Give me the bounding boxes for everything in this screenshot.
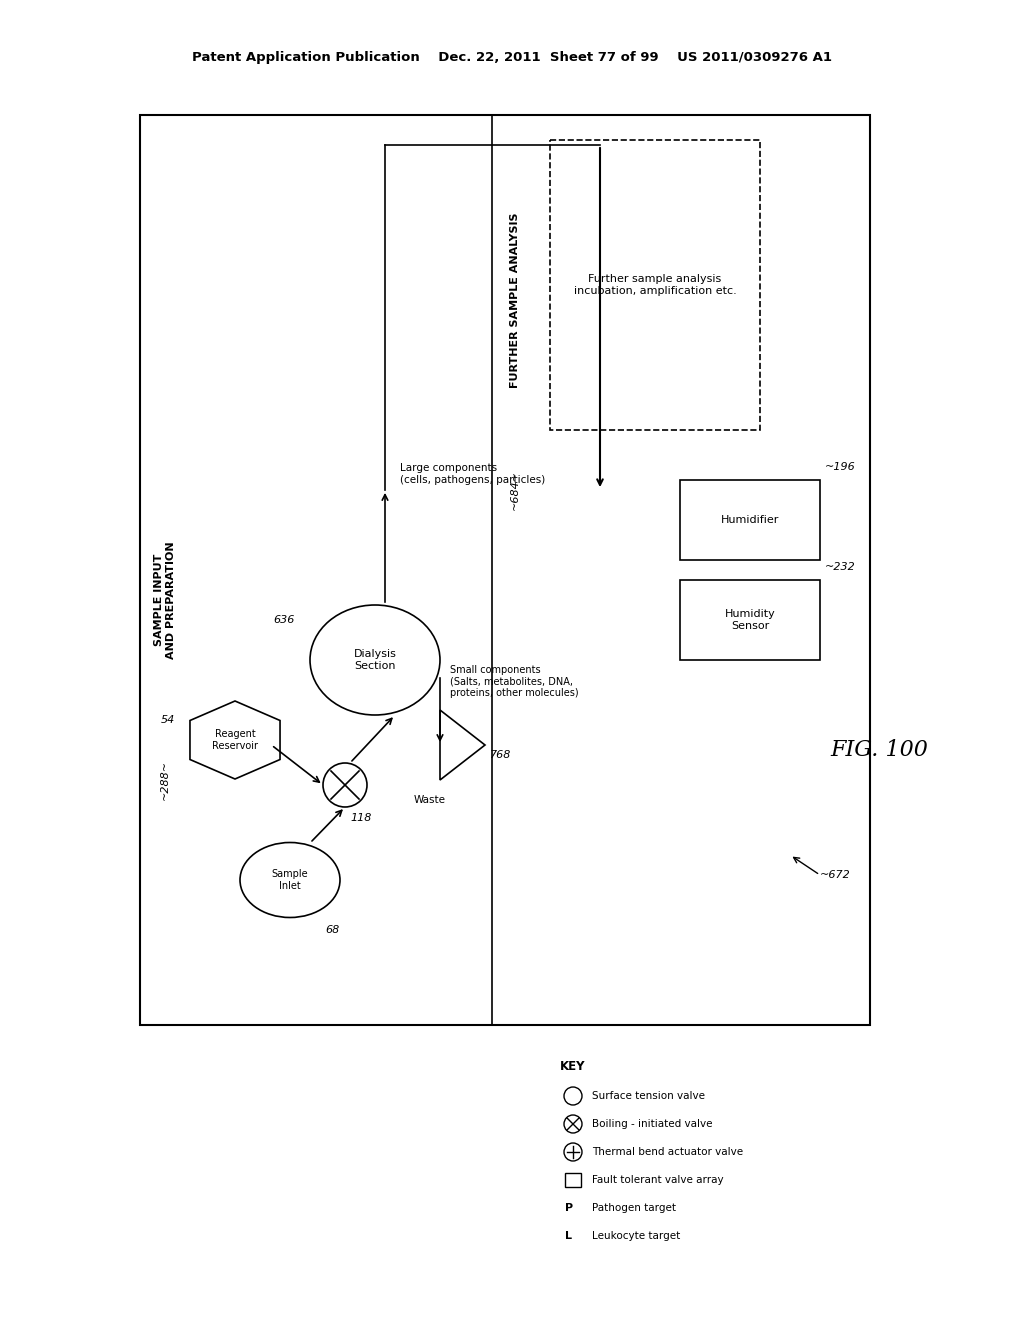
Text: Large components
(cells, pathogens, particles): Large components (cells, pathogens, part…: [400, 463, 545, 484]
Polygon shape: [190, 701, 280, 779]
Text: Patent Application Publication    Dec. 22, 2011  Sheet 77 of 99    US 2011/03092: Patent Application Publication Dec. 22, …: [193, 51, 831, 65]
Text: 68: 68: [325, 925, 339, 935]
Text: Waste: Waste: [414, 795, 446, 805]
Bar: [140, 115, 870, 1026]
Text: Leukocyte target: Leukocyte target: [592, 1232, 680, 1241]
Circle shape: [564, 1143, 582, 1162]
Text: Boiling - initiated valve: Boiling - initiated valve: [592, 1119, 713, 1129]
Text: Sample
Inlet: Sample Inlet: [271, 869, 308, 891]
Text: ~196: ~196: [825, 462, 856, 473]
Text: SAMPLE INPUT
AND PREPARATION: SAMPLE INPUT AND PREPARATION: [155, 541, 176, 659]
Bar: [565, 1173, 581, 1187]
Text: Further sample analysis
incubation, amplification etc.: Further sample analysis incubation, ampl…: [573, 275, 736, 296]
Text: Humidifier: Humidifier: [721, 515, 779, 525]
Text: Fault tolerant valve array: Fault tolerant valve array: [592, 1175, 724, 1185]
Text: L: L: [565, 1232, 572, 1241]
Text: ~232: ~232: [825, 562, 856, 572]
Text: 636: 636: [273, 615, 295, 624]
Text: Pathogen target: Pathogen target: [592, 1203, 676, 1213]
Bar: [680, 579, 820, 660]
Text: ~288~: ~288~: [160, 760, 170, 800]
Circle shape: [564, 1086, 582, 1105]
Text: P: P: [565, 1203, 573, 1213]
Ellipse shape: [240, 842, 340, 917]
Text: Humidity
Sensor: Humidity Sensor: [725, 610, 775, 631]
Text: 54: 54: [161, 715, 175, 725]
Text: FURTHER SAMPLE ANALYSIS: FURTHER SAMPLE ANALYSIS: [510, 213, 520, 388]
Text: KEY: KEY: [560, 1060, 586, 1073]
Text: Surface tension valve: Surface tension valve: [592, 1092, 705, 1101]
Text: Dialysis
Section: Dialysis Section: [353, 649, 396, 671]
Bar: [680, 480, 820, 560]
Text: Thermal bend actuator valve: Thermal bend actuator valve: [592, 1147, 743, 1158]
Text: ~684~: ~684~: [510, 470, 520, 510]
Circle shape: [564, 1115, 582, 1133]
Text: Small components
(Salts, metabolites, DNA,
proteins, other molecules): Small components (Salts, metabolites, DN…: [450, 665, 579, 698]
Text: FIG. 100: FIG. 100: [830, 739, 928, 762]
Text: Reagent
Reservoir: Reagent Reservoir: [212, 729, 258, 751]
Ellipse shape: [310, 605, 440, 715]
Polygon shape: [440, 710, 485, 780]
Text: 768: 768: [490, 750, 511, 760]
Text: ~672: ~672: [820, 870, 851, 880]
Circle shape: [323, 763, 367, 807]
Text: 118: 118: [350, 813, 372, 822]
Bar: [550, 140, 760, 430]
